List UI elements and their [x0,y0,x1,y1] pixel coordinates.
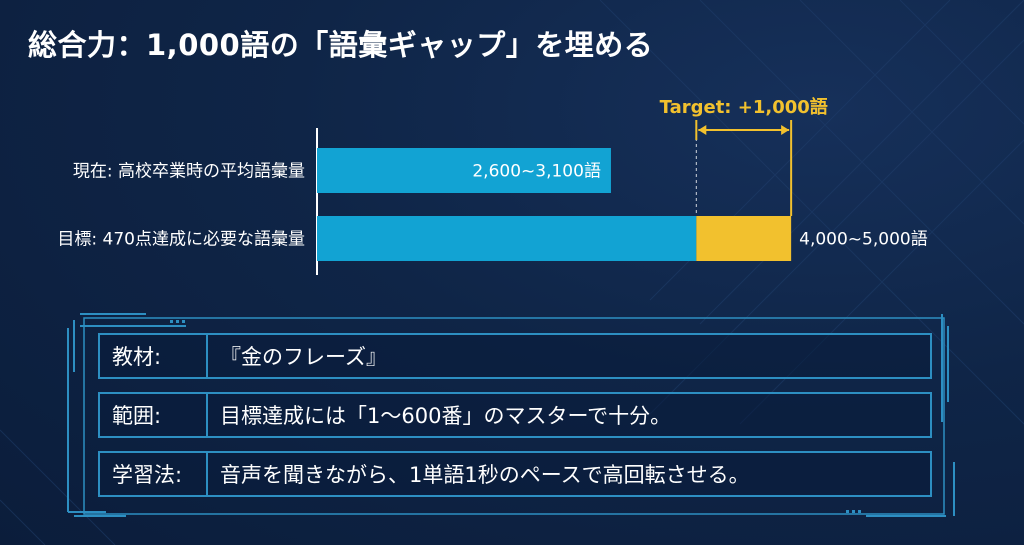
bar-label-target: 4,000~5,000語 [799,230,928,250]
info-row-key: 学習法: [100,453,208,495]
info-row-material: 教材: 『金のフレーズ』 [98,333,932,379]
info-row-scope: 範囲: 目標達成には「1～600番」のマスターで十分。 [98,392,932,438]
bar-series-1-1 [696,216,792,261]
info-row-value: 音声を聞きながら、1単語1秒のペースで高回転させる。 [220,463,750,487]
info-row-value: 『金のフレーズ』 [220,345,387,369]
annotation-label: Target: +1,000語 [660,96,828,118]
info-panel-frame [67,313,955,517]
info-row-method: 学習法: 音声を聞きながら、1単語1秒のペースで高回転させる。 [98,451,932,497]
category-label: 目標: 470点達成に必要な語彙量 [57,230,305,250]
page-title: 総合力：1,000語の「語彙ギャップ」を埋める [28,28,654,62]
annotation-arrow-right [781,125,790,135]
info-row-key: 範囲: [100,394,208,436]
bar-label-current: 2,600~3,100語 [472,162,601,182]
info-row-value: 目標達成には「1～600番」のマスターで十分。 [220,404,672,428]
bar-series-0-0 [317,148,611,193]
info-row-key: 教材: [100,335,208,377]
annotation-arrow-left [698,125,707,135]
bar-series-0-1 [317,216,697,261]
category-label: 現在: 高校卒業時の平均語彙量 [73,162,305,182]
